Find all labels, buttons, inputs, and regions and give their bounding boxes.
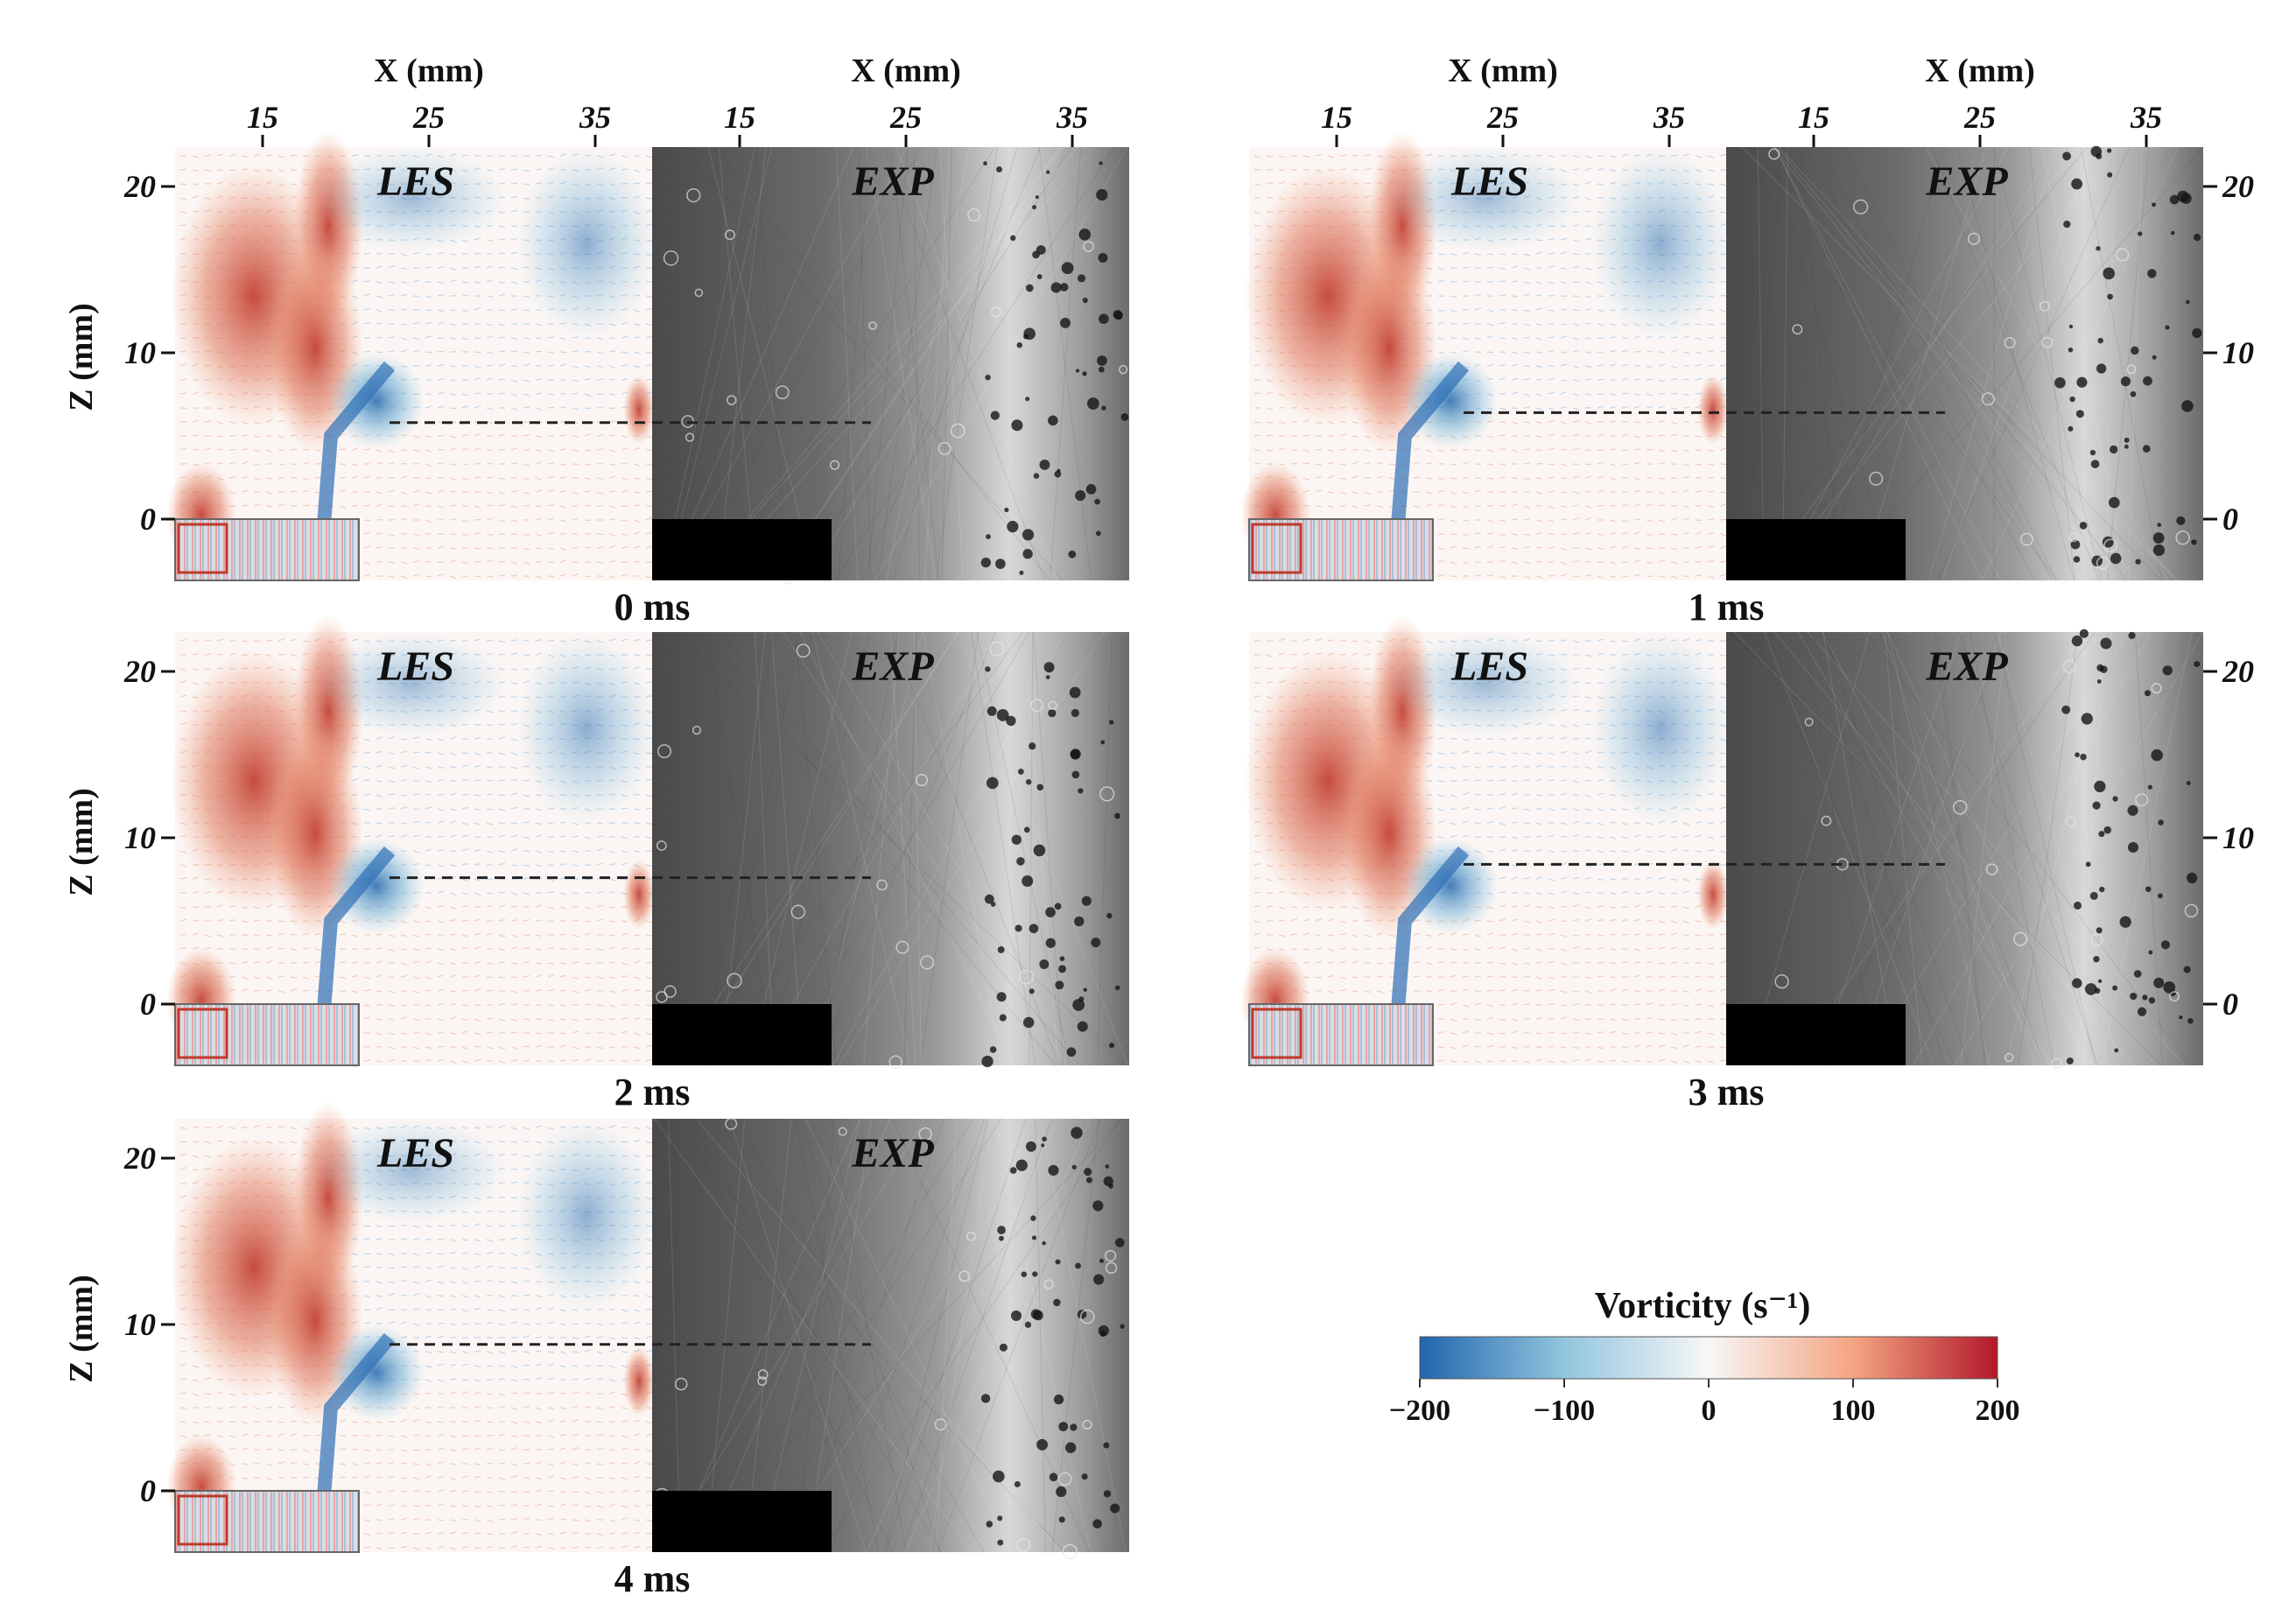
z-axis-label: Z (mm)	[63, 788, 100, 896]
x-tick-label: 25	[1963, 100, 1996, 135]
z-axis-left: 20 10 0 Z (mm)	[63, 654, 175, 1022]
z-tick-label: 10	[124, 820, 156, 855]
x-tick-label: 15	[724, 100, 755, 135]
time-label: 3 ms	[1689, 1071, 1765, 1114]
z-axis-right: 20 10 0	[2203, 169, 2254, 537]
exp-image	[1726, 145, 2204, 581]
z-tick-label: 10	[2222, 335, 2254, 370]
z-tick-label: 0	[140, 1473, 156, 1508]
z-tick-label: 0	[140, 987, 156, 1022]
x-axis-top: X (mm) 15 25 35	[1321, 53, 1685, 147]
les-label: LES	[376, 643, 454, 690]
exp-label: EXP	[851, 158, 934, 205]
z-tick-label: 0	[140, 502, 156, 537]
x-tick-label: 25	[412, 100, 445, 135]
z-tick-label: 20	[123, 1141, 156, 1176]
x-tick-label: 35	[1653, 100, 1685, 135]
z-tick-label: 0	[2222, 502, 2238, 537]
z-tick-label: 20	[123, 169, 156, 204]
z-axis-label: Z (mm)	[63, 303, 100, 411]
x-tick-label: 15	[1321, 100, 1352, 135]
x-axis-label: X (mm)	[1925, 53, 2035, 89]
z-axis-left: 20 10 0 Z (mm)	[63, 1141, 175, 1508]
x-tick-label: 35	[579, 100, 611, 135]
x-tick-label: 15	[247, 100, 278, 135]
z-tick-label: 20	[2222, 169, 2254, 204]
panel-0: LES EXP 0 ms X (mm) 15 25 35 X (mm) 15 25 35 20 10 0 Z…	[63, 53, 1129, 629]
les-label: LES	[1450, 158, 1528, 205]
time-label: 4 ms	[614, 1557, 691, 1600]
x-tick-label: 35	[1056, 100, 1088, 135]
z-axis-label: Z (mm)	[63, 1275, 100, 1382]
x-tick-label: 15	[1798, 100, 1829, 135]
x-axis-label: X (mm)	[1448, 53, 1558, 89]
exp-label: EXP	[851, 643, 934, 690]
x-tick-label: 25	[889, 100, 922, 135]
exp-image	[652, 146, 1129, 585]
colorbar: Vorticity (s⁻¹) −200 −100 0 100 200	[1389, 1286, 2020, 1427]
exp-image	[652, 1117, 1129, 1560]
exp-image	[1726, 629, 2203, 1069]
colorbar-tick-label: 0	[1702, 1395, 1717, 1427]
time-label: 2 ms	[614, 1071, 691, 1114]
colorbar-title: Vorticity (s⁻¹)	[1595, 1286, 1811, 1326]
exp-label: EXP	[851, 1130, 934, 1177]
z-tick-label: 20	[2222, 654, 2254, 689]
x-axis-label: X (mm)	[851, 53, 961, 89]
les-field	[1240, 130, 1731, 581]
colorbar-tick-label: −200	[1389, 1395, 1450, 1427]
x-axis-label: X (mm)	[374, 53, 484, 89]
x-tick-label: 35	[2130, 100, 2162, 135]
panel-3: LES EXP 3 ms 20 10 0	[1240, 615, 2254, 1114]
exp-label: EXP	[1925, 643, 2008, 690]
les-label: LES	[376, 158, 454, 205]
z-tick-label: 10	[2222, 820, 2254, 855]
les-label: LES	[1450, 643, 1528, 690]
x-axis-top: X (mm) 15 25 35	[1798, 53, 2162, 147]
les-field	[166, 130, 657, 581]
z-tick-label: 20	[123, 654, 156, 689]
exp-image	[652, 631, 1129, 1069]
les-label: LES	[376, 1130, 454, 1177]
panel-4: LES EXP 4 ms 20 10 0 Z (mm)	[63, 1101, 1129, 1600]
z-tick-label: 0	[2222, 987, 2238, 1022]
z-tick-label: 10	[124, 335, 156, 370]
panel-2: LES EXP 2 ms 20 10 0 Z (mm)	[63, 615, 1129, 1114]
colorbar-tick-label: 200	[1976, 1395, 2020, 1427]
colorbar-tick-label: 100	[1831, 1395, 1876, 1427]
z-tick-label: 10	[124, 1307, 156, 1342]
les-field	[166, 1101, 657, 1553]
z-axis-right: 20 10 0	[2203, 654, 2254, 1022]
x-axis-top: X (mm) 15 25 35	[247, 53, 611, 147]
time-label: 1 ms	[1689, 586, 1765, 629]
x-tick-label: 25	[1486, 100, 1519, 135]
x-axis-top: X (mm) 15 25 35	[724, 53, 1088, 147]
les-field	[1240, 615, 1731, 1066]
z-axis-left: 20 10 0 Z (mm)	[63, 169, 175, 537]
panel-1: LES EXP 1 ms X (mm) 15 25 35 X (mm) 15 25 35 20 10 0	[1240, 53, 2254, 629]
exp-label: EXP	[1925, 158, 2008, 205]
colorbar-gradient	[1419, 1336, 1998, 1380]
les-field	[166, 615, 657, 1066]
time-label: 0 ms	[614, 586, 691, 629]
colorbar-tick-label: −100	[1534, 1395, 1595, 1427]
